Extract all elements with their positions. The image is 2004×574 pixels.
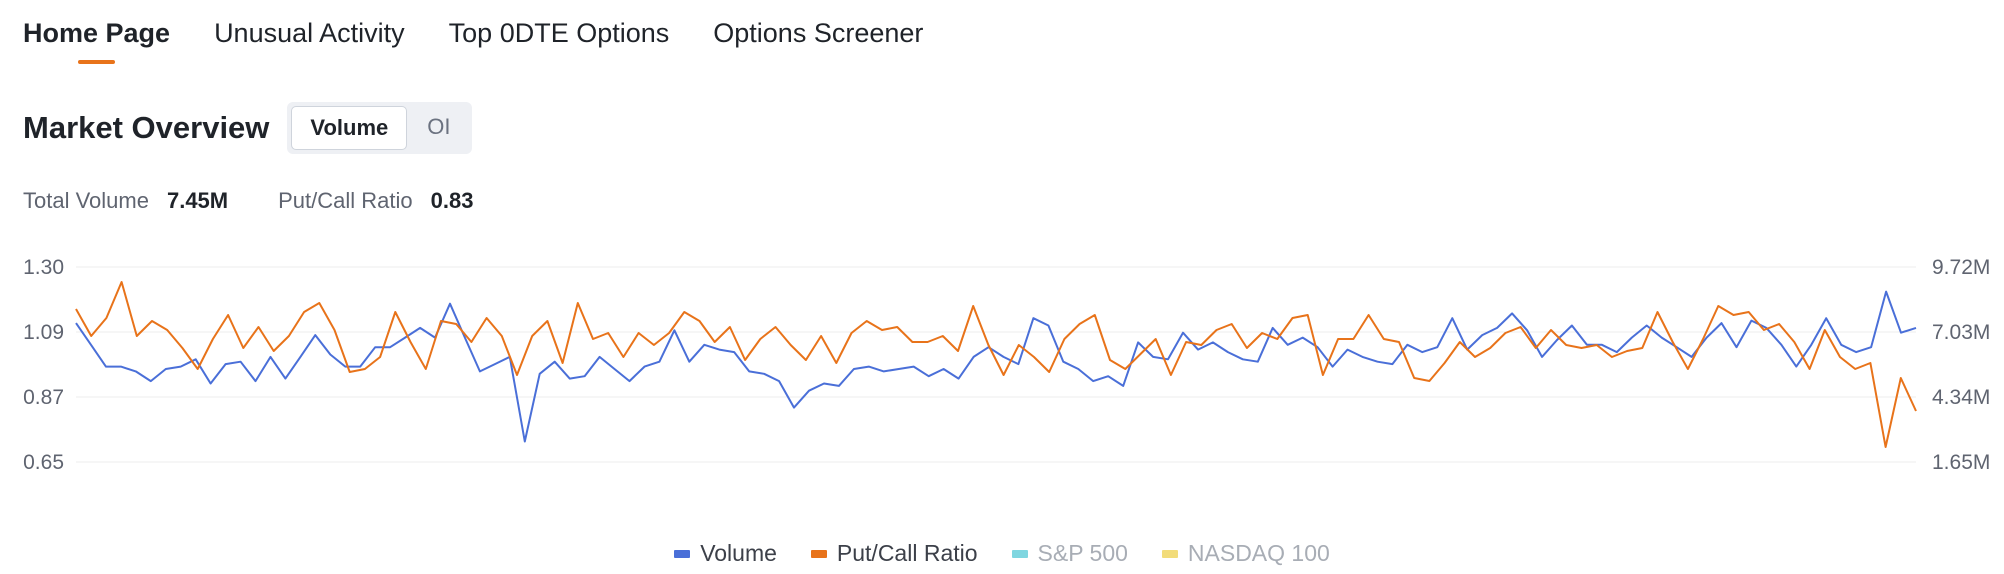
chart-legend: Volume Put/Call Ratio S&P 500 NASDAQ 100 [0,540,2004,567]
legend-swatch-put-call-ratio [810,549,827,558]
y-right-tick-label: 7.03M [1932,321,1990,344]
legend-item-volume[interactable]: Volume [674,540,777,567]
tab-unusual-activity[interactable]: Unusual Activity [214,14,405,74]
x-tick-label: Jan 15, 2026 [935,478,1056,480]
x-tick-label: Oct 16, 2025 [76,478,196,480]
volume-series-line [75,290,1917,443]
total-volume-label: Total Volume [23,188,149,213]
volume-oi-toggle: Volume OI [287,102,473,154]
tab-label: Unusual Activity [214,18,405,48]
tab-options-screener[interactable]: Options Screener [713,14,923,74]
y-right-tick-label: 9.72M [1932,256,1990,279]
legend-label: Put/Call Ratio [836,540,978,566]
tab-label: Top 0DTE Options [448,18,670,48]
put-call-ratio-value: 0.83 [430,188,474,213]
legend-swatch-volume [674,549,691,558]
active-tab-indicator [78,60,115,64]
y-right-tick-label: 1.65M [1932,451,1990,474]
y-left-tick-label: 0.65 [23,451,64,474]
legend-swatch-nasdaq-100 [1161,549,1178,558]
volume-toggle-button[interactable]: Volume [291,106,408,150]
market-overview-chart[interactable]: 1.30 9.72M 1.09 7.03M 0.87 4.34M 0.65 1.65M Oct … [0,240,2004,480]
tab-label: Home Page [23,18,171,48]
put-call-ratio-label: Put/Call Ratio [278,188,413,213]
summary-stats: Total Volume 7.45M Put/Call Ratio 0.83 [23,188,523,214]
tab-label: Options Screener [713,18,924,48]
x-tick-label: Apr 16, 2026 [1808,478,1928,480]
y-left-tick-label: 1.30 [23,256,64,279]
legend-item-nasdaq-100[interactable]: NASDAQ 100 [1161,540,1330,567]
oi-toggle-button[interactable]: OI [427,114,451,139]
legend-item-sp500[interactable]: S&P 500 [1011,540,1128,567]
main-tabs: Home Page Unusual Activity Top 0DTE Opti… [23,14,923,74]
legend-label: Volume [700,540,777,566]
page-title: Market Overview [23,110,270,145]
legend-label: NASDAQ 100 [1187,540,1330,566]
legend-label: S&P 500 [1037,540,1128,566]
put-call-ratio-series-line [75,281,1917,448]
legend-item-put-call-ratio[interactable]: Put/Call Ratio [810,540,978,567]
tab-home-page[interactable]: Home Page [23,14,170,74]
total-volume-value: 7.45M [166,188,229,213]
tab-top-0dte-options[interactable]: Top 0DTE Options [449,14,670,74]
y-left-tick-label: 0.87 [23,386,64,409]
market-overview-header: Market Overview Volume OI [23,102,473,154]
y-right-tick-label: 4.34M [1932,386,1990,409]
y-left-tick-label: 1.09 [23,321,64,344]
legend-swatch-sp500 [1011,549,1028,558]
